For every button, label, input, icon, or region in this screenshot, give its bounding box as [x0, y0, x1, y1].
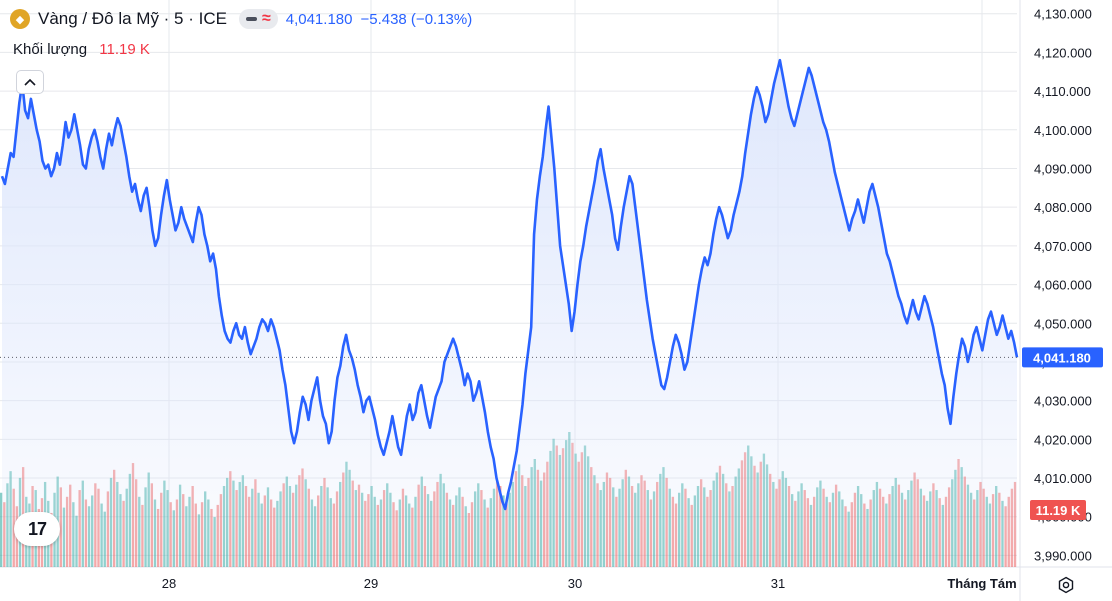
volume-legend: Khối lượng 11.19 K: [13, 41, 150, 58]
price-area-fill: [2, 60, 1017, 568]
wave-icon: ≈: [261, 10, 271, 27]
x-tick-label: 29: [364, 576, 378, 591]
gold-coin-icon: ◆: [10, 9, 30, 29]
x-tick-label: 28: [162, 576, 176, 591]
price-line: [0, 58, 1019, 511]
y-tick-label: 4,020.000: [1034, 432, 1092, 447]
y-tick-label: 4,100.000: [1034, 123, 1092, 138]
y-tick-label: 4,010.000: [1034, 471, 1092, 486]
current-volume-label: 11.19 K: [1036, 503, 1081, 518]
symbol-name[interactable]: Vàng / Đô la Mỹ · 5 · ICE: [38, 9, 227, 28]
y-tick-label: 4,070.000: [1034, 239, 1092, 254]
minus-icon: [245, 17, 257, 21]
settings-button[interactable]: [1054, 574, 1078, 596]
price-change: −5.438 (−0.13%): [360, 10, 473, 28]
y-tick-label: 4,130.000: [1034, 7, 1092, 22]
x-tick-label: 30: [568, 576, 582, 591]
visibility-toggle[interactable]: ≈: [238, 9, 278, 29]
tradingview-logo-icon[interactable]: 17: [14, 512, 60, 546]
volume-bar: [0, 492, 3, 567]
last-price: 4,041.180: [285, 10, 353, 28]
y-tick-label: 4,060.000: [1034, 278, 1092, 293]
y-tick-label: 4,090.000: [1034, 161, 1092, 176]
chart-axes: 3,990.0004,000.0004,010.0004,020.0004,03…: [0, 7, 1103, 591]
price-series-line: [0, 58, 1019, 511]
price-area: [2, 60, 1017, 568]
current-volume-badge: [1030, 500, 1086, 520]
chevron-up-icon: [24, 78, 36, 86]
y-tick-label: 4,050.000: [1034, 316, 1092, 331]
collapse-legend-button[interactable]: [16, 70, 44, 94]
current-price-label: 4,041.180: [1033, 350, 1091, 365]
y-tick-label: 4,120.000: [1034, 45, 1092, 60]
y-tick-label: 4,110.000: [1034, 84, 1091, 99]
volume-value: 11.19 K: [99, 41, 150, 58]
y-tick-label: 4,080.000: [1034, 200, 1092, 215]
volume-label[interactable]: Khối lượng: [13, 41, 88, 58]
current-price-badge: [1022, 347, 1103, 368]
x-tick-label: 31: [771, 576, 785, 591]
symbol-legend: ◆ Vàng / Đô la Mỹ · 5 · ICE ≈ 4,041.180 …: [10, 9, 476, 29]
y-tick-label: 4,030.000: [1034, 394, 1092, 409]
gear-icon: [1058, 576, 1074, 594]
x-tick-label: Tháng Tám: [947, 576, 1016, 591]
y-tick-label: 3,990.000: [1034, 548, 1092, 563]
